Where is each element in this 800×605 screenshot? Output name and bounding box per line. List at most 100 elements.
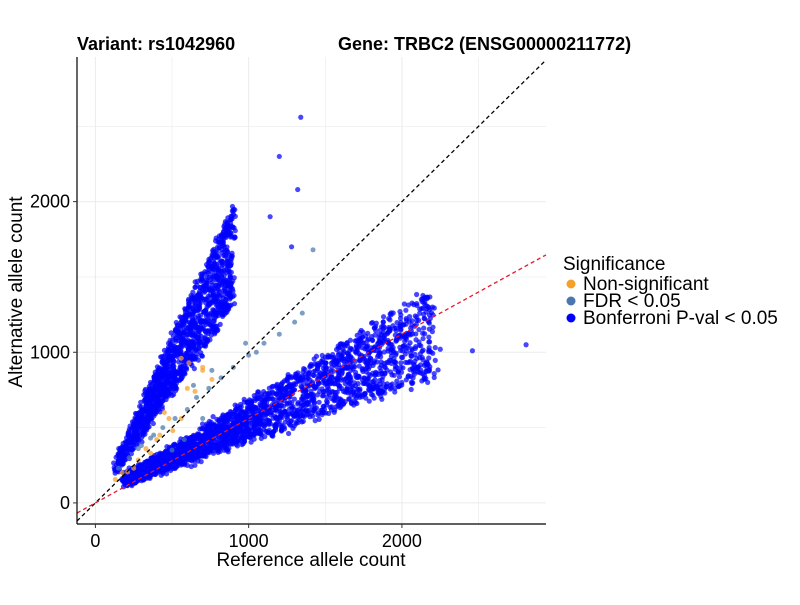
bonferroni-point <box>303 391 310 397</box>
fdr-point <box>310 247 316 253</box>
bonferroni-point <box>150 420 156 427</box>
bonferroni-point <box>143 397 149 403</box>
bonferroni-point <box>298 383 304 389</box>
bonferroni-point <box>238 404 244 410</box>
bonferroni-point <box>324 399 330 405</box>
bonferroni-point <box>216 245 222 251</box>
bonferroni-point <box>387 317 393 323</box>
bonferroni-point <box>432 357 438 363</box>
bonferroni-point <box>205 436 211 442</box>
bonferroni-point <box>219 440 226 446</box>
bonferroni-point <box>143 403 150 409</box>
bonferroni-point <box>126 439 132 445</box>
legend-key-non-significant <box>566 279 576 289</box>
bonferroni-point <box>273 408 280 414</box>
bonferroni-point <box>213 326 219 332</box>
bonferroni-point <box>140 477 147 483</box>
bonferroni-point <box>251 436 257 442</box>
bonferroni-point <box>139 434 145 440</box>
bonferroni-point <box>422 331 428 337</box>
bonferroni-point <box>429 304 435 310</box>
bonferroni-point <box>148 463 155 470</box>
bonferroni-point <box>412 358 418 364</box>
bonferroni-point <box>197 318 204 324</box>
bonferroni-point <box>248 400 255 407</box>
bonferroni-point <box>386 324 392 331</box>
bonferroni-point <box>205 263 211 270</box>
non-significant-point <box>157 432 163 438</box>
bonferroni-point <box>256 395 262 402</box>
bonferroni-point <box>158 354 164 360</box>
bonferroni-point <box>399 379 405 386</box>
bonferroni-point <box>184 462 191 468</box>
bonferroni-point <box>344 388 350 394</box>
bonferroni-point <box>222 431 228 438</box>
bonferroni-point <box>284 401 290 407</box>
bonferroni-point <box>124 448 130 454</box>
bonferroni-point <box>225 225 232 231</box>
bonferroni-point <box>119 460 125 467</box>
bonferroni-point <box>233 439 240 445</box>
bonferroni-point <box>357 394 363 400</box>
bonferroni-point <box>409 353 415 359</box>
bonferroni-point <box>368 391 375 397</box>
bonferroni-point <box>314 392 321 398</box>
bonferroni-point <box>146 407 152 413</box>
bonferroni-point <box>166 347 173 353</box>
bonferroni-point <box>239 441 245 448</box>
bonferroni-point <box>264 417 271 423</box>
bonferroni-point <box>305 370 311 376</box>
bonferroni-point <box>401 301 407 307</box>
fdr-point <box>135 446 141 452</box>
bonferroni-point <box>342 364 348 370</box>
legend: Significance Non-significant FDR < 0.05 … <box>563 254 778 329</box>
bonferroni-point <box>416 327 422 333</box>
reference-line-identity <box>76 59 547 522</box>
bonferroni-point <box>199 325 205 332</box>
bonferroni-point <box>227 414 233 420</box>
bonferroni-point <box>167 337 173 343</box>
bonferroni-point <box>318 407 324 413</box>
bonferroni-point <box>192 284 198 290</box>
bonferroni-point <box>198 452 204 458</box>
bonferroni-point <box>407 340 413 346</box>
bonferroni-point <box>127 476 133 482</box>
bonferroni-point <box>221 233 228 240</box>
bonferroni-point <box>222 225 228 231</box>
bonferroni-point <box>426 349 432 355</box>
non-significant-point <box>143 446 149 452</box>
bonferroni-point <box>397 333 403 339</box>
bonferroni-point <box>159 452 165 458</box>
legend-key-fdr <box>566 296 576 306</box>
bonferroni-point <box>224 309 230 315</box>
bonferroni-point <box>173 451 179 457</box>
bonferroni-point <box>320 392 326 398</box>
fdr-point <box>160 425 166 431</box>
y-tick-label: 0 <box>60 493 70 513</box>
bonferroni-point <box>196 304 203 310</box>
bonferroni-point <box>159 463 165 469</box>
bonferroni-point <box>210 249 216 255</box>
bonferroni-point <box>195 448 201 454</box>
bonferroni-point <box>184 355 190 361</box>
bonferroni-point <box>385 340 391 346</box>
bonferroni-point <box>202 308 209 314</box>
bonferroni-point <box>278 428 285 434</box>
bonferroni-point <box>182 306 189 313</box>
bonferroni-point <box>198 271 204 277</box>
bonferroni-point <box>220 412 226 418</box>
bonferroni-point <box>262 403 269 409</box>
bonferroni-point <box>339 371 345 377</box>
bonferroni-point <box>227 229 233 236</box>
fdr-point <box>151 432 157 438</box>
bonferroni-point <box>158 370 165 376</box>
fdr-point <box>253 349 259 355</box>
bonferroni-point <box>351 392 357 399</box>
non-significant-point <box>178 355 184 361</box>
bonferroni-point <box>209 265 215 271</box>
bonferroni-point <box>312 418 318 424</box>
bonferroni-point <box>469 348 476 354</box>
fdr-point <box>148 435 154 441</box>
bonferroni-point <box>264 410 271 416</box>
x-axis-label: Reference allele count <box>216 550 406 571</box>
